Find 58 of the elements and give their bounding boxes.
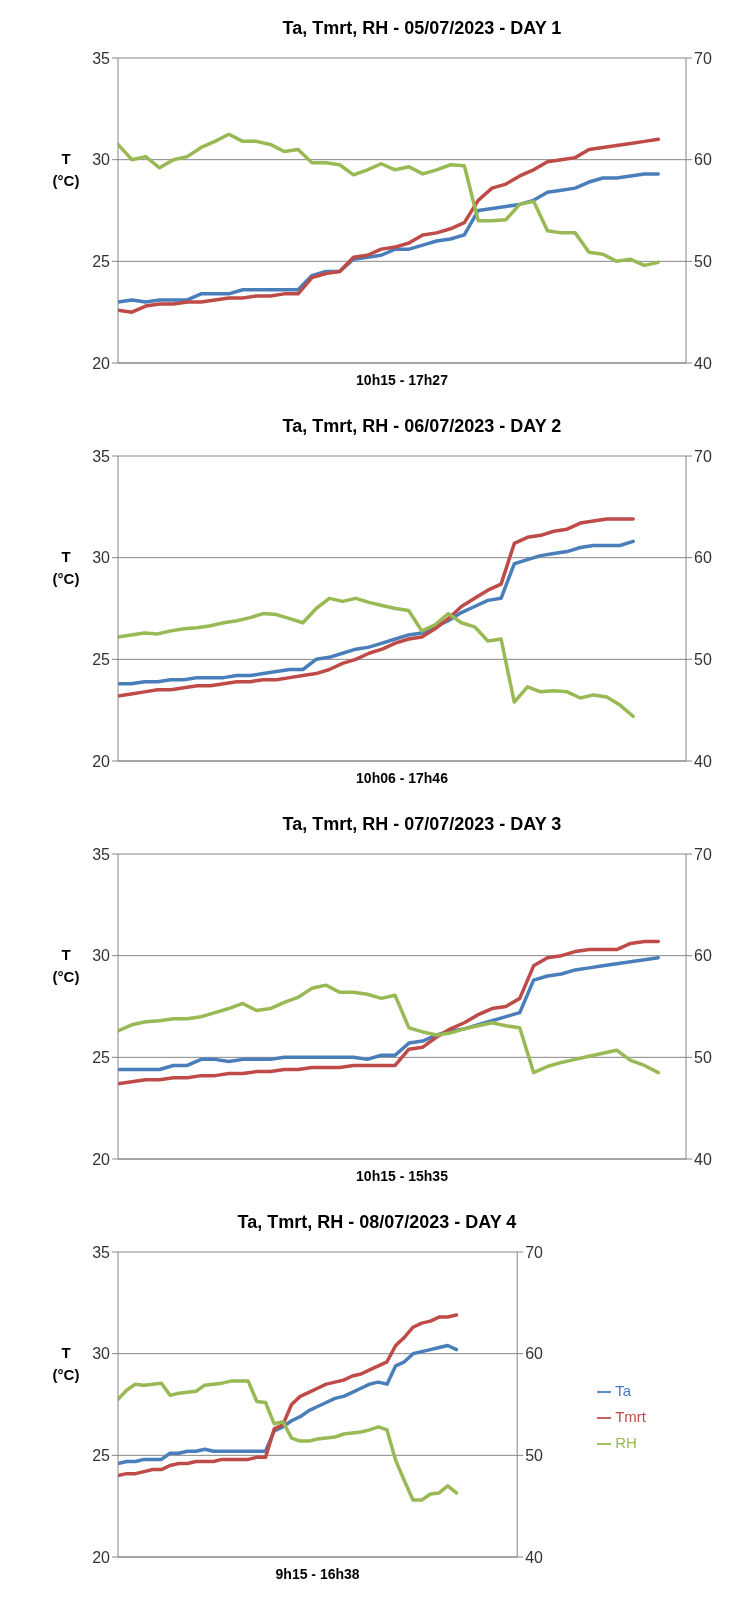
y2-tick-label: 40 bbox=[694, 1150, 712, 1168]
y2-tick-label: 50 bbox=[694, 651, 712, 669]
y-tick-label: 20 bbox=[92, 1150, 111, 1168]
legend-label: Ta bbox=[615, 1382, 632, 1399]
y2-tick-label: 50 bbox=[694, 253, 712, 271]
y-axis-title: T (°C) bbox=[51, 945, 81, 987]
line-series bbox=[118, 983, 661, 1075]
line-series bbox=[118, 939, 661, 1086]
y2-tick-label: 70 bbox=[694, 447, 712, 465]
y2-tick-label: 60 bbox=[694, 549, 712, 567]
x-axis-title: 10h06 - 17h46 bbox=[356, 770, 449, 786]
y2-tick-label: 70 bbox=[694, 49, 712, 67]
y-tick-label: 25 bbox=[92, 1049, 111, 1067]
legend-label: Tmrt bbox=[615, 1408, 646, 1425]
line-series bbox=[118, 517, 635, 698]
y-tick-label: 25 bbox=[92, 253, 111, 271]
line-series bbox=[118, 137, 661, 314]
y-axis-title: T (°C) bbox=[51, 547, 81, 589]
x-axis-title: 10h15 - 15h35 bbox=[356, 1168, 449, 1184]
y-tick-label: 25 bbox=[92, 1447, 111, 1465]
line-series bbox=[118, 955, 661, 1072]
line-series bbox=[118, 596, 635, 719]
chart-title: Ta, Tmrt, RH - 08/07/2023 - DAY 4 bbox=[236, 1211, 518, 1234]
chart-title: Ta, Tmrt, RH - 07/07/2023 - DAY 3 bbox=[281, 813, 563, 836]
y-tick-label: 25 bbox=[92, 651, 111, 669]
y-tick-label: 35 bbox=[92, 1243, 111, 1261]
y2-tick-label: 40 bbox=[694, 752, 712, 770]
legend-label: RH bbox=[615, 1434, 637, 1451]
chart-title: Ta, Tmrt, RH - 05/07/2023 - DAY 1 bbox=[281, 17, 563, 40]
y-tick-label: 30 bbox=[92, 1345, 111, 1363]
line-series bbox=[118, 539, 635, 686]
y2-tick-label: 40 bbox=[525, 1548, 544, 1566]
y2-tick-label: 60 bbox=[525, 1345, 544, 1363]
y-tick-label: 35 bbox=[92, 845, 111, 863]
y-axis-title: T (°C) bbox=[51, 1343, 81, 1385]
y-tick-label: 30 bbox=[92, 549, 111, 567]
y-tick-label: 35 bbox=[92, 49, 111, 67]
x-axis-title: 10h15 - 17h27 bbox=[356, 372, 449, 388]
line-series bbox=[118, 132, 661, 268]
y2-tick-label: 40 bbox=[694, 354, 712, 372]
y-tick-label: 20 bbox=[92, 1548, 111, 1566]
line-series bbox=[118, 1343, 459, 1466]
y-tick-label: 35 bbox=[92, 447, 111, 465]
line-series bbox=[118, 1313, 459, 1478]
y2-tick-label: 60 bbox=[694, 151, 712, 169]
y2-tick-label: 70 bbox=[525, 1243, 544, 1261]
y2-tick-label: 50 bbox=[694, 1049, 712, 1067]
chart-title: Ta, Tmrt, RH - 06/07/2023 - DAY 2 bbox=[281, 415, 563, 438]
y2-tick-label: 50 bbox=[525, 1447, 544, 1465]
line-series bbox=[118, 1379, 459, 1502]
y-tick-label: 30 bbox=[92, 947, 111, 965]
y2-tick-label: 70 bbox=[694, 845, 712, 863]
y-tick-label: 20 bbox=[92, 354, 111, 372]
x-axis-title: 9h15 - 16h38 bbox=[275, 1566, 360, 1582]
y-tick-label: 20 bbox=[92, 752, 111, 770]
y-axis-title: T (°C) bbox=[51, 149, 81, 191]
y2-tick-label: 60 bbox=[694, 947, 712, 965]
y-tick-label: 30 bbox=[92, 151, 111, 169]
